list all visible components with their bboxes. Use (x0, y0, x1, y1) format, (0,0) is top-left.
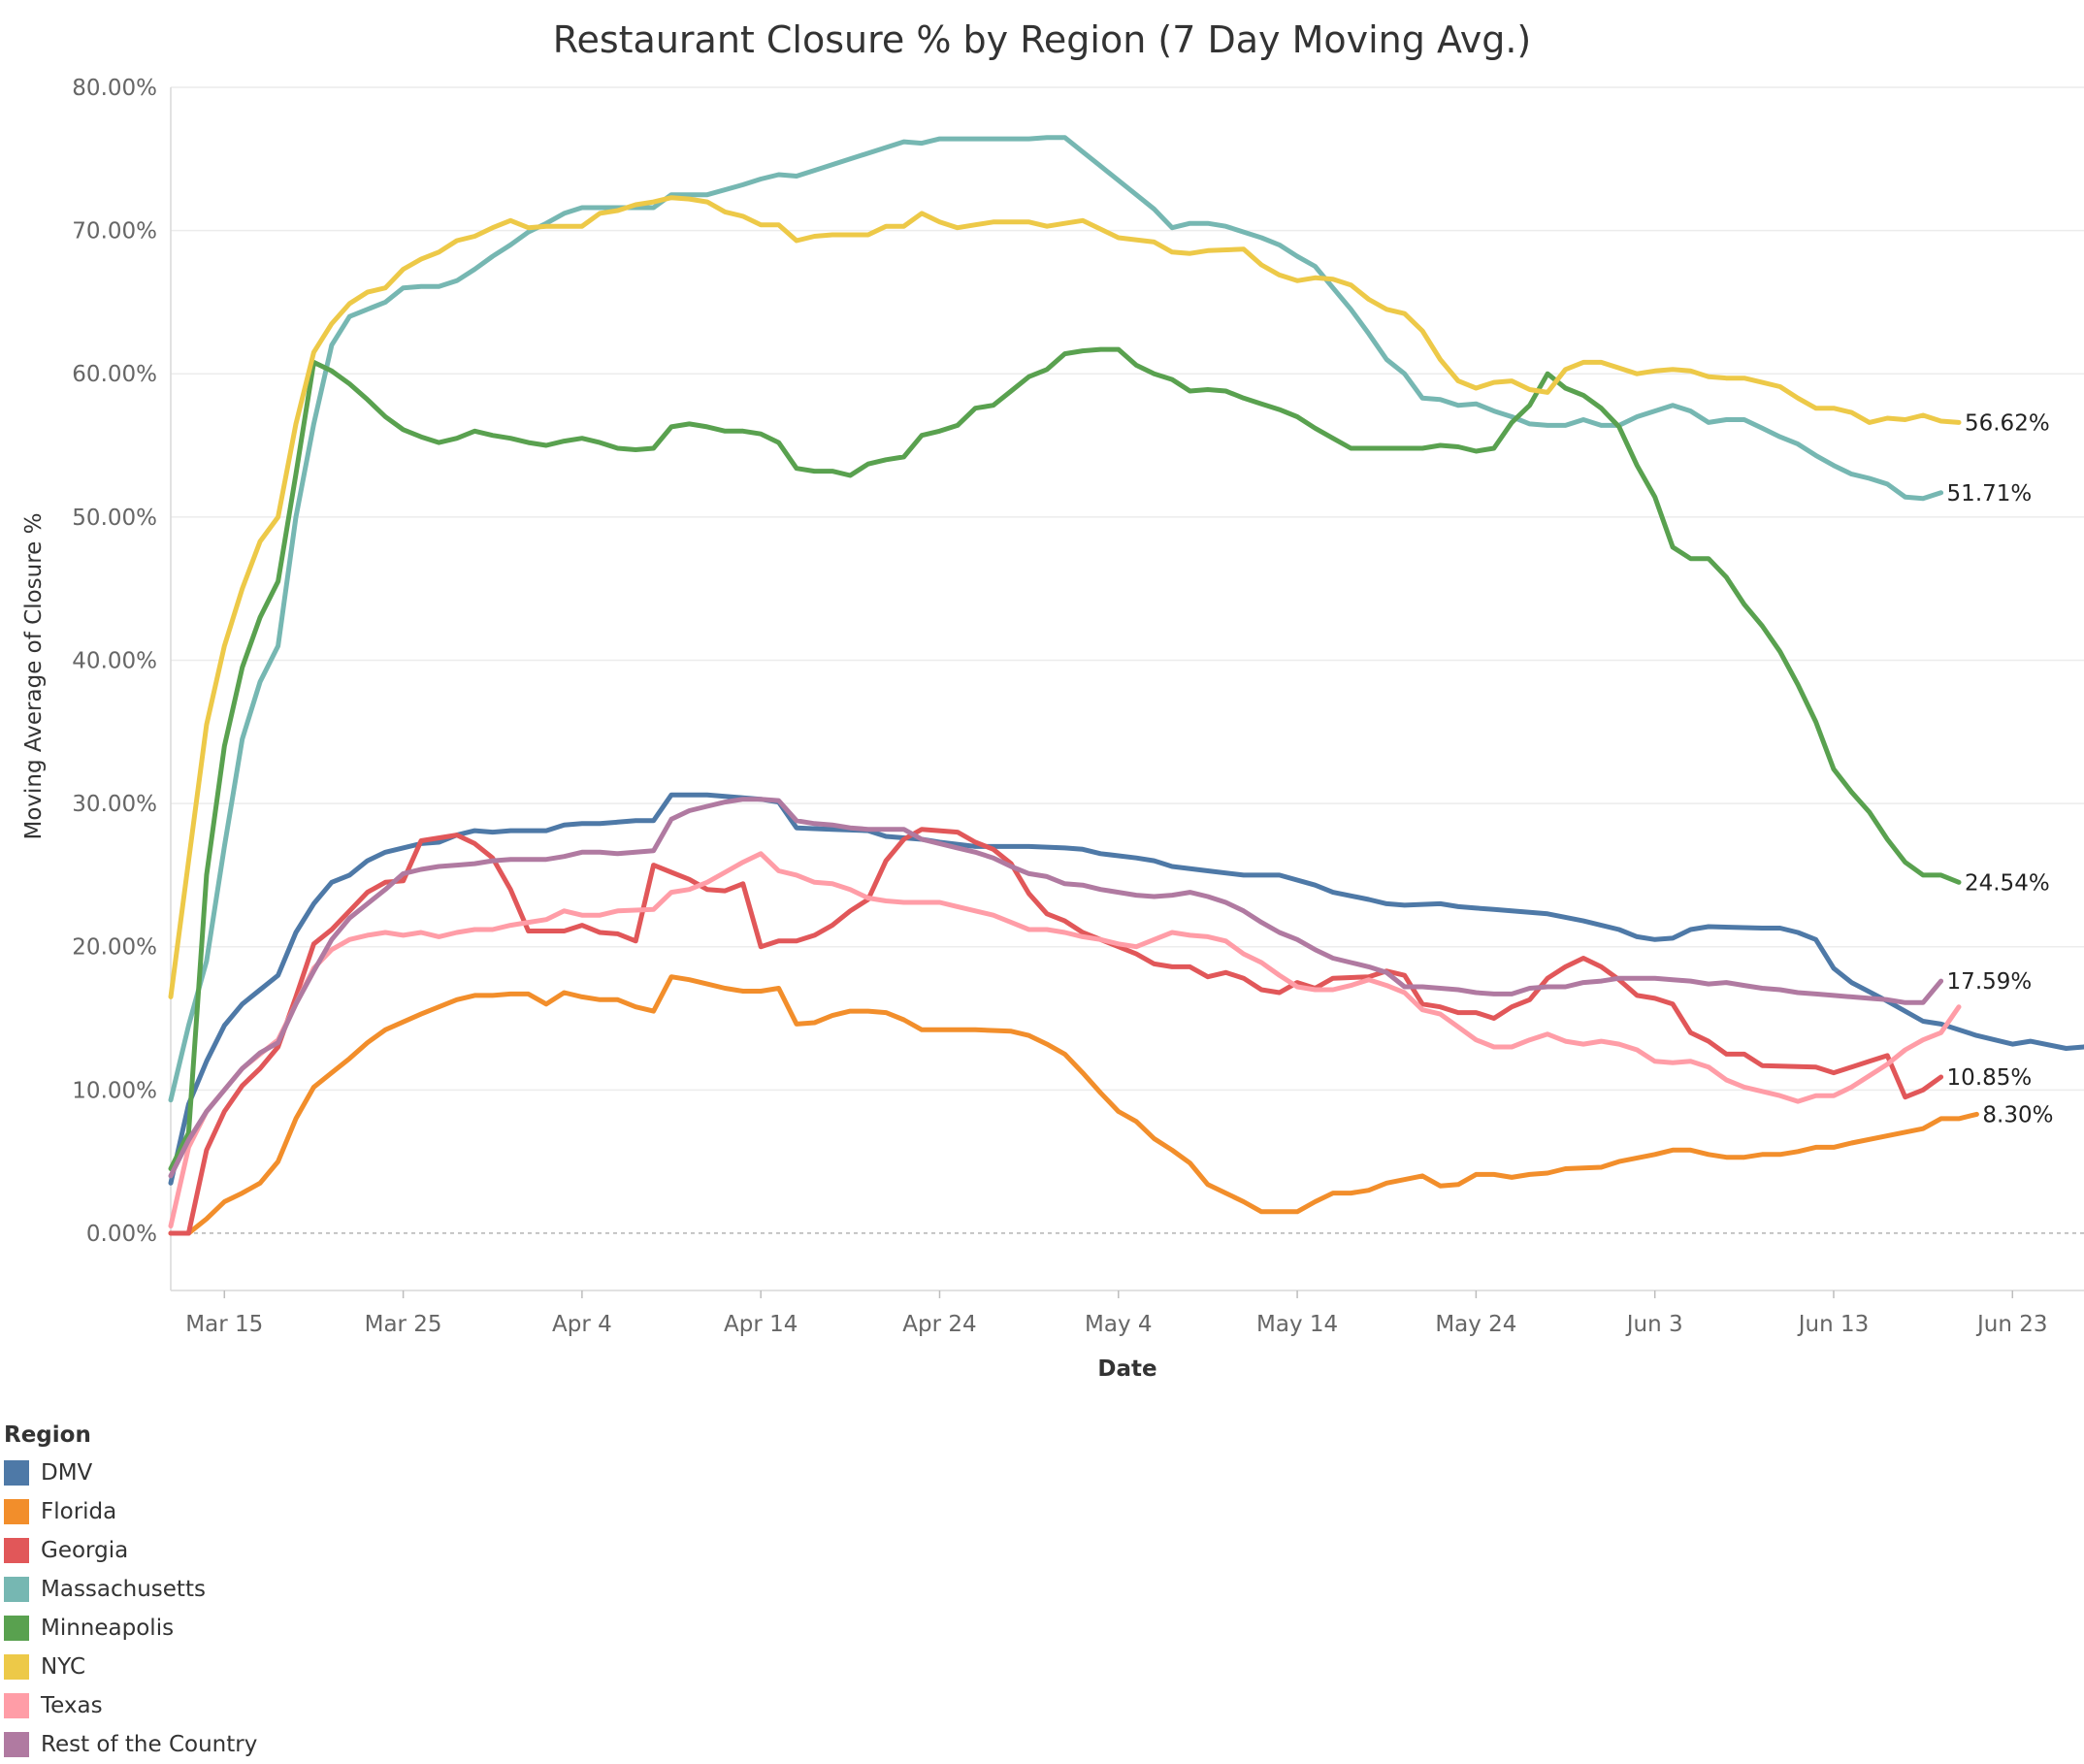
axes (170, 87, 2084, 1291)
series-line-minneapolis (168, 346, 1962, 1171)
x-tick-label: Jun 13 (1797, 1312, 1870, 1337)
legend-swatch (4, 1616, 29, 1641)
x-axis-title: Date (1097, 1356, 1156, 1382)
y-tick-label: 70.00% (72, 219, 157, 245)
series-line-georgia (168, 827, 1944, 1236)
x-tick-label: Jun 3 (1625, 1312, 1683, 1337)
legend-swatch (4, 1654, 29, 1680)
gridlines (171, 86, 2084, 1234)
series-line-florida (168, 974, 1979, 1236)
legend-label: Florida (41, 1499, 117, 1524)
legend-swatch (4, 1460, 29, 1486)
legend-item-nyc[interactable]: NYC (4, 1648, 257, 1686)
end-label-florida: 8.30% (1982, 1102, 2053, 1127)
y-tick-label: 50.00% (72, 506, 157, 531)
series-line-nyc (168, 195, 1962, 999)
line-chart: Restaurant Closure % by Region (7 Day Mo… (21, 18, 2084, 1382)
x-tick-label: May 4 (1085, 1312, 1153, 1337)
legend-swatch (4, 1499, 29, 1524)
y-tick-label: 10.00% (72, 1078, 157, 1103)
legend-label: Georgia (41, 1538, 129, 1563)
end-label-massachusetts: 51.71% (1947, 481, 2033, 506)
y-tick-label: 80.00% (72, 76, 157, 101)
x-tick-label: May 24 (1435, 1312, 1516, 1337)
legend-label: Minneapolis (41, 1616, 175, 1641)
legend-swatch (4, 1538, 29, 1563)
end-labels: 56.62%51.71%24.54%17.59%13.57%10.85%8.30… (1947, 410, 2054, 1127)
x-tick-label: Apr 4 (552, 1312, 612, 1337)
end-label-nyc: 56.62% (1965, 410, 2050, 436)
series-line-rest-of-the-country (168, 797, 1944, 1179)
legend-item-florida[interactable]: Florida (4, 1492, 257, 1531)
legend-title: Region (4, 1422, 91, 1448)
legend-label: DMV (41, 1460, 93, 1486)
legend-swatch (4, 1732, 29, 1757)
y-tick-label: 60.00% (72, 362, 157, 387)
y-tick-label: 30.00% (72, 792, 157, 817)
x-axis-ticks: Mar 15 Mar 25 Apr 4 Apr 14 Apr 24 May 4 May 14… (185, 1290, 2048, 1337)
x-tick-label: Apr 14 (724, 1312, 798, 1337)
y-tick-label: 40.00% (72, 648, 157, 673)
x-tick-label: May 14 (1256, 1312, 1338, 1337)
x-tick-label: Mar 25 (365, 1312, 442, 1337)
y-axis-title: Moving Average of Closure % (21, 513, 47, 840)
chart-title: Restaurant Closure % by Region (7 Day Mo… (553, 18, 1531, 61)
series-line-massachusetts (168, 135, 1944, 1103)
legend-item-minneapolis[interactable]: Minneapolis (4, 1609, 257, 1648)
y-axis-ticks: 0.00% 10.00% 20.00% 30.00% 40.00% 50.00% 60.00… (72, 76, 157, 1247)
end-label-rest-of-the-country: 17.59% (1947, 969, 2033, 995)
y-tick-label: 20.00% (72, 935, 157, 961)
legend-item-georgia[interactable]: Georgia (4, 1531, 257, 1570)
series-lines (168, 135, 2084, 1236)
legend-item-rest-of-the-country[interactable]: Rest of the Country (4, 1725, 257, 1764)
legend-label: NYC (41, 1654, 86, 1680)
series-line-dmv (168, 792, 2084, 1186)
legend-item-dmv[interactable]: DMV (4, 1454, 257, 1492)
x-tick-label: Apr 24 (902, 1312, 976, 1337)
legend-label: Texas (41, 1693, 103, 1718)
x-tick-label: Jun 23 (1975, 1312, 2048, 1337)
legend-swatch (4, 1577, 29, 1602)
end-label-georgia: 10.85% (1947, 1065, 2033, 1091)
legend-label: Rest of the Country (41, 1732, 258, 1757)
series-line-texas (168, 851, 1962, 1229)
y-tick-label: 0.00% (86, 1222, 157, 1247)
legend-items: DMV Florida Georgia Massachusetts Minneapoli… (4, 1454, 257, 1764)
x-tick-label: Mar 15 (185, 1312, 263, 1337)
legend-swatch (4, 1693, 29, 1718)
legend-item-massachusetts[interactable]: Massachusetts (4, 1570, 257, 1609)
end-label-minneapolis: 24.54% (1965, 870, 2050, 896)
legend-item-texas[interactable]: Texas (4, 1686, 257, 1725)
legend-label: Massachusetts (41, 1577, 206, 1602)
legend: Region DMV Florida Georgia Massachusetts Min… (4, 1422, 257, 1764)
